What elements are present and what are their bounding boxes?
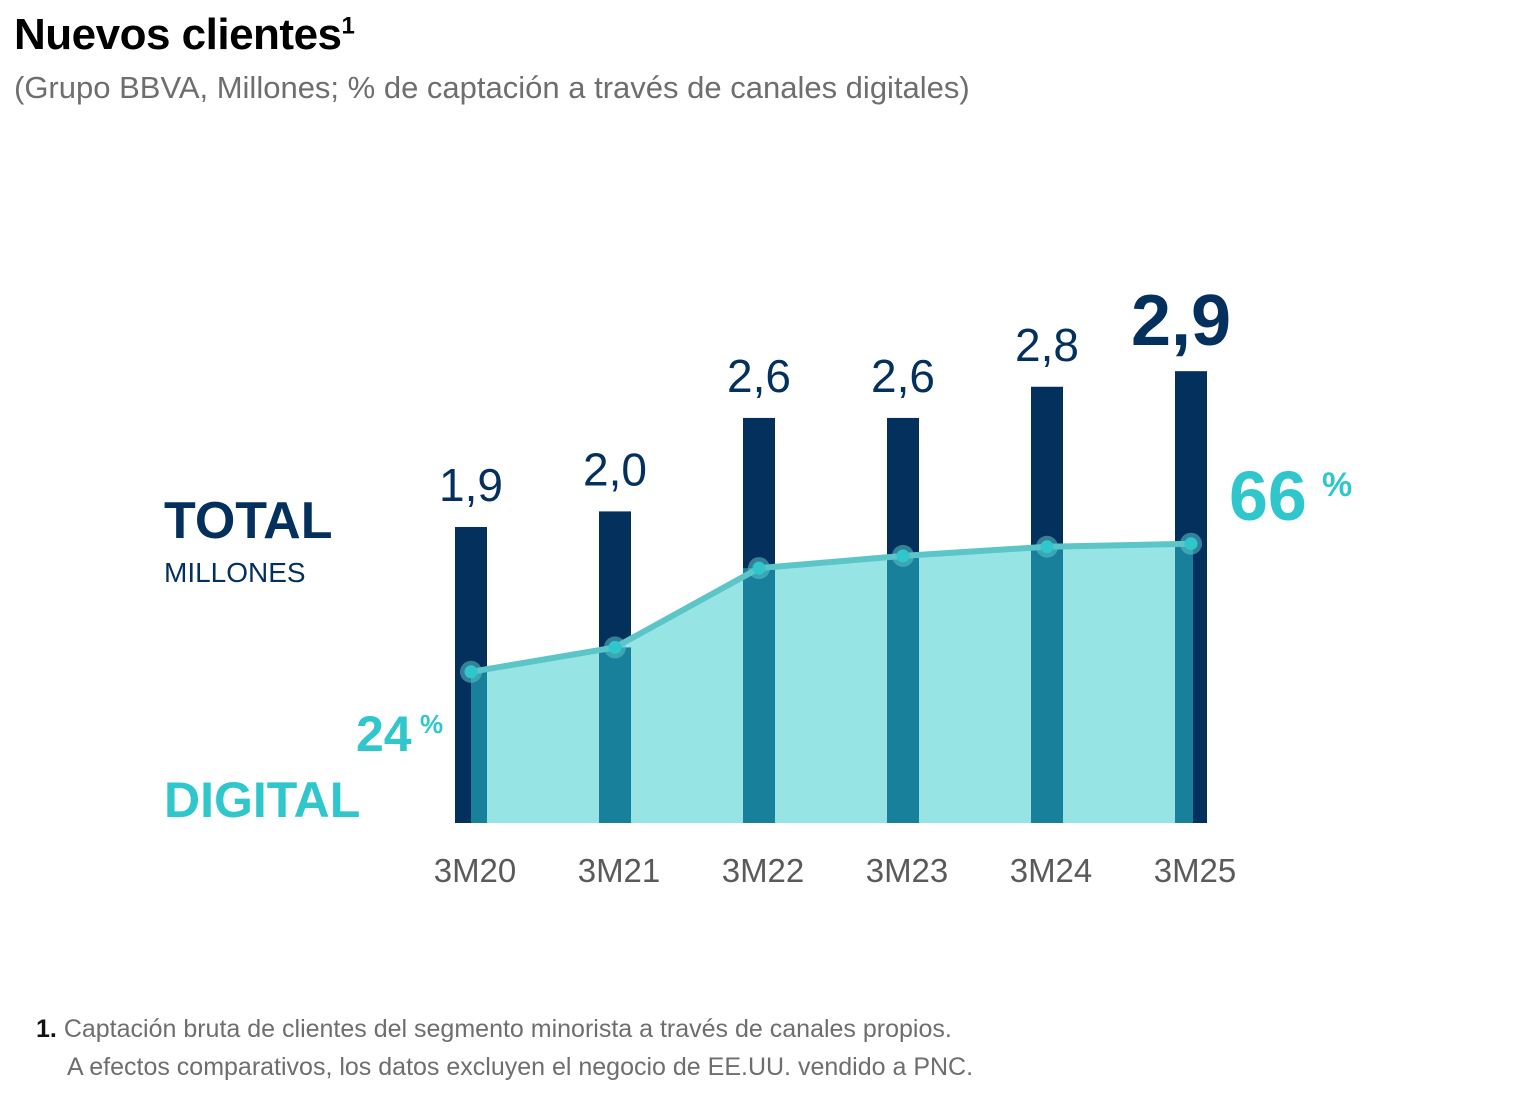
digital-area <box>471 543 1193 823</box>
total-label: TOTAL <box>164 492 333 550</box>
category-label-3M24: 3M24 <box>1010 852 1093 889</box>
point-3M25 <box>1184 537 1198 551</box>
footnote-number: 1. <box>36 1015 57 1043</box>
bar-digital-part-3M25 <box>1175 543 1193 823</box>
total-unit-label: MILLONES <box>164 557 306 588</box>
point-3M23 <box>896 549 910 563</box>
bar-digital-part-3M22 <box>743 568 775 823</box>
bar-label-3M24: 2,8 <box>1015 319 1079 371</box>
category-label-3M25: 3M25 <box>1154 852 1237 889</box>
chart-subtitle: (Grupo BBVA, Millones; % de captación a … <box>14 70 970 105</box>
bar-digital-part-3M23 <box>887 555 919 823</box>
chart: 1,9 2,0 2,6 2,6 2,8 2,9 3M20 3M21 3M22 3M23 3M24 3M… <box>164 281 1352 889</box>
bar-label-3M23: 2,6 <box>871 350 935 402</box>
point-3M21 <box>608 640 622 654</box>
bar-digital-part-3M21 <box>599 647 631 823</box>
point-3M24 <box>1040 540 1054 554</box>
title-footnote-marker: 1 <box>341 12 355 40</box>
category-label-3M23: 3M23 <box>866 852 949 889</box>
point-3M22 <box>752 561 766 575</box>
bar-label-3M21: 2,0 <box>583 443 647 495</box>
category-label-3M21: 3M21 <box>578 852 661 889</box>
bar-digital-part-3M20 <box>471 671 487 823</box>
chart-title: Nuevos clientes1 <box>14 10 355 59</box>
digital-first-unit: % <box>420 709 443 739</box>
bar-label-3M22: 2,6 <box>727 350 791 402</box>
bar-digital-part-3M24 <box>1031 546 1063 823</box>
digital-last-value: 66 <box>1229 457 1307 535</box>
footnote: 1. Captación bruta de clientes del segme… <box>36 1010 973 1086</box>
digital-line <box>468 540 1194 675</box>
digital-label: DIGITAL <box>164 772 360 828</box>
point-3M20 <box>464 665 478 679</box>
category-label-3M20: 3M20 <box>434 852 517 889</box>
digital-first-value: 24 <box>356 706 412 762</box>
bar-label-3M20: 1,9 <box>439 459 503 511</box>
footnote-line-2: A efectos comparativos, los datos excluy… <box>67 1053 974 1081</box>
footnote-line-1: 1. Captación bruta de clientes del segme… <box>36 1015 952 1043</box>
category-label-3M22: 3M22 <box>722 852 805 889</box>
bar-label-3M25: 2,9 <box>1131 281 1231 361</box>
digital-last-unit: % <box>1322 466 1352 504</box>
